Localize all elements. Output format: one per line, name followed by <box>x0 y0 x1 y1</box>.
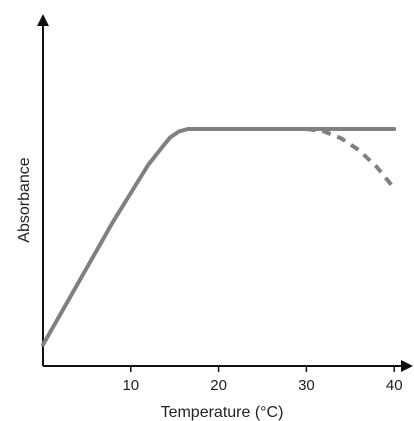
x-tick-label-30: 30 <box>298 377 315 394</box>
y-axis-title: Absorbance <box>16 157 33 242</box>
x-axis-ticks: 10 20 30 40 <box>122 366 403 394</box>
x-tick-label-40: 40 <box>386 377 403 394</box>
x-axis-title: Temperature (°C) <box>161 404 284 421</box>
solid-series-line <box>41 127 397 347</box>
x-tick-label-20: 20 <box>210 377 227 394</box>
x-tick-label-10: 10 <box>122 377 139 394</box>
series-group <box>41 127 397 347</box>
dashed-series-line <box>306 127 396 190</box>
